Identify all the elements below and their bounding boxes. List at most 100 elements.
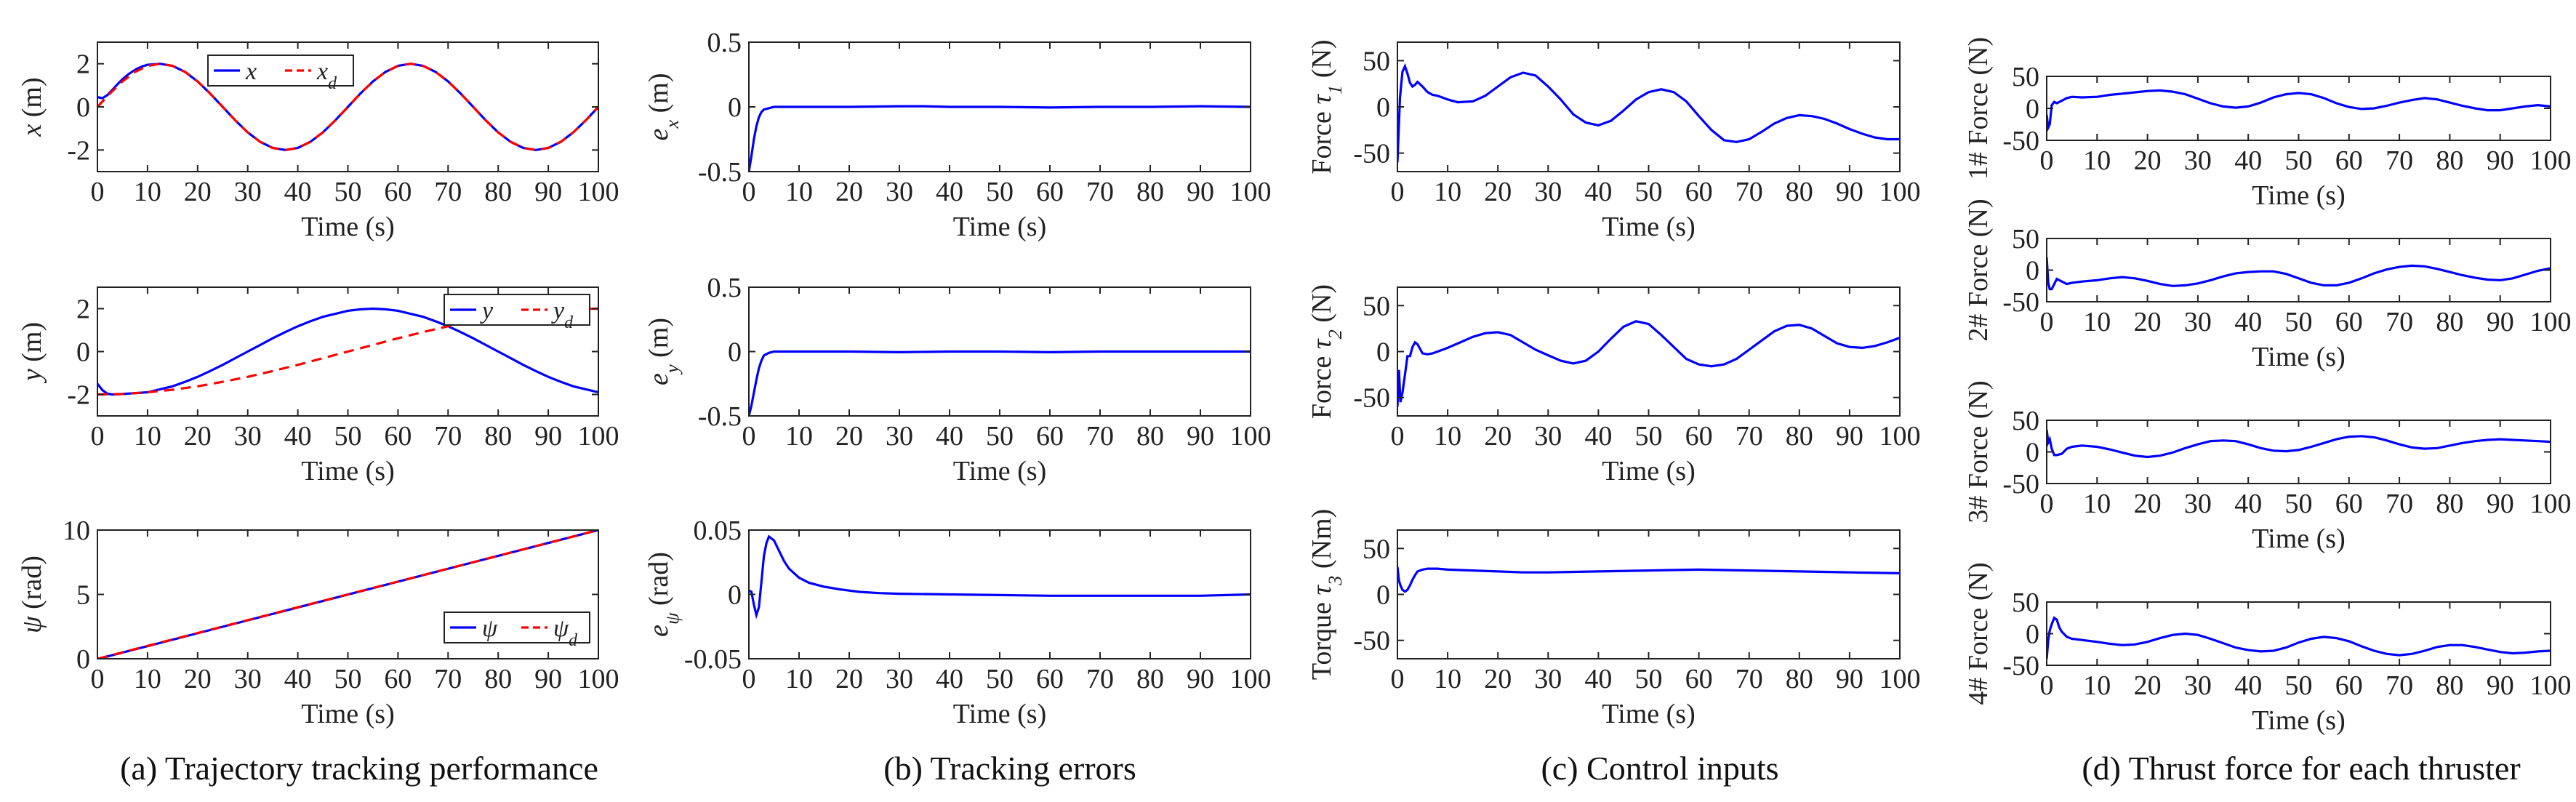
x-tick-label: 80 bbox=[2436, 670, 2463, 701]
x-tick-label: 20 bbox=[835, 664, 863, 694]
label-part: y bbox=[551, 297, 565, 324]
label-part: x bbox=[17, 124, 47, 137]
label-part: τ bbox=[1307, 94, 1337, 105]
series-a3-1 bbox=[97, 530, 598, 659]
x-tick-label: 80 bbox=[2436, 145, 2463, 176]
y-axis-label: y (m) bbox=[17, 322, 47, 384]
x-axis-label: Time (s) bbox=[953, 699, 1046, 729]
y-tick-label: -50 bbox=[1353, 383, 1390, 414]
x-tick-label: 10 bbox=[1434, 421, 1461, 452]
x-tick-label: 60 bbox=[2335, 489, 2363, 519]
x-tick-label: 90 bbox=[534, 177, 562, 207]
legend: y yd bbox=[444, 294, 590, 332]
x-tick-label: 100 bbox=[2530, 307, 2572, 337]
y-tick-label: 50 bbox=[2012, 62, 2039, 92]
series-d2-0 bbox=[2047, 257, 2551, 291]
x-tick-label: 80 bbox=[484, 664, 512, 694]
x-tick-label: 30 bbox=[234, 664, 262, 694]
x-tick-label: 30 bbox=[2184, 145, 2212, 176]
x-tick-label: 50 bbox=[334, 421, 362, 452]
x-tick-label: 50 bbox=[2285, 307, 2313, 337]
x-tick-label: 0 bbox=[2040, 670, 2054, 701]
x-tick-label: 90 bbox=[2487, 145, 2514, 176]
y-axis-label: 4# Force (N) bbox=[1963, 562, 1994, 705]
label-part: τ bbox=[1307, 338, 1337, 349]
label-part: e bbox=[643, 373, 674, 385]
x-tick-label: 20 bbox=[835, 421, 863, 452]
y-tick-label: -50 bbox=[2002, 651, 2039, 681]
x-tick-label: 50 bbox=[1635, 664, 1663, 694]
axes-box bbox=[2046, 238, 2551, 302]
label-part: y bbox=[661, 364, 683, 375]
x-tick-label: 20 bbox=[835, 177, 863, 207]
x-tick-label: 20 bbox=[2134, 670, 2162, 701]
x-tick-label: 30 bbox=[886, 421, 913, 452]
x-tick-label: 0 bbox=[2040, 489, 2054, 519]
x-tick-label: 40 bbox=[2234, 670, 2262, 701]
y-tick-label: 50 bbox=[1363, 46, 1390, 76]
x-tick-label: 20 bbox=[2134, 307, 2162, 337]
x-tick-label: 70 bbox=[2386, 489, 2413, 519]
label-part: ψ bbox=[482, 615, 498, 642]
x-axis-label: Time (s) bbox=[2252, 180, 2345, 211]
x-tick-label: 60 bbox=[384, 177, 412, 207]
legend-entry: ψ bbox=[482, 615, 498, 642]
y-axis-label: x (m) bbox=[17, 77, 47, 137]
caption-a: (a) Trajectory tracking performance bbox=[120, 750, 598, 787]
x-axis-label: Time (s) bbox=[2252, 342, 2345, 372]
x-tick-label: 100 bbox=[578, 177, 619, 207]
y-axis-label: ψ (rad) bbox=[17, 556, 47, 633]
y-tick-label: 0 bbox=[728, 337, 742, 368]
y-tick-label: -0.05 bbox=[684, 644, 742, 675]
x-tick-label: 50 bbox=[986, 421, 1014, 452]
x-tick-label: 60 bbox=[1036, 421, 1064, 452]
legend-entry: y bbox=[480, 297, 494, 324]
x-tick-label: 100 bbox=[1230, 177, 1272, 207]
x-tick-label: 70 bbox=[434, 421, 462, 452]
legend-entry: yd bbox=[551, 297, 573, 332]
x-tick-label: 10 bbox=[2083, 489, 2111, 519]
x-tick-label: 50 bbox=[1635, 177, 1663, 207]
x-tick-label: 90 bbox=[2487, 489, 2514, 519]
x-tick-label: 70 bbox=[2386, 670, 2413, 701]
x-tick-label: 10 bbox=[1434, 664, 1461, 694]
y-tick-label: 0 bbox=[76, 92, 90, 123]
x-tick-label: 70 bbox=[1086, 177, 1114, 207]
x-tick-label: 60 bbox=[2335, 307, 2363, 337]
label-part: d bbox=[569, 631, 577, 650]
y-tick-label: 10 bbox=[63, 516, 90, 546]
y-axis-label: Force τ2 (N) bbox=[1307, 284, 1346, 419]
x-tick-label: 100 bbox=[578, 421, 619, 452]
x-tick-label: 100 bbox=[1879, 177, 1921, 207]
label-part: (N) bbox=[1307, 39, 1337, 84]
x-tick-label: 40 bbox=[936, 664, 963, 694]
x-tick-label: 40 bbox=[284, 177, 312, 207]
x-tick-label: 100 bbox=[2530, 489, 2572, 519]
x-tick-label: 90 bbox=[534, 664, 562, 694]
y-tick-label: 0 bbox=[728, 580, 742, 611]
x-tick-label: 90 bbox=[534, 421, 562, 452]
y-tick-label: 5 bbox=[76, 580, 90, 611]
legend-entry: xd bbox=[316, 58, 337, 93]
legend: x xd bbox=[207, 55, 354, 93]
x-tick-label: 80 bbox=[1786, 421, 1813, 452]
y-axis-label: 2# Force (N) bbox=[1963, 199, 1994, 341]
x-tick-label: 80 bbox=[1786, 664, 1813, 694]
y-axis-label: 3# Force (N) bbox=[1963, 380, 1994, 523]
x-axis-label: Time (s) bbox=[1602, 699, 1695, 729]
label-part: ψ bbox=[661, 612, 683, 625]
series-d3-0 bbox=[2047, 429, 2551, 459]
x-tick-label: 30 bbox=[2184, 489, 2212, 519]
label-part: (m) bbox=[643, 73, 674, 119]
x-tick-label: 70 bbox=[1086, 664, 1114, 694]
x-tick-label: 100 bbox=[1230, 421, 1272, 452]
x-tick-label: 40 bbox=[1584, 177, 1612, 207]
y-tick-label: -50 bbox=[1353, 139, 1390, 169]
label-part: y bbox=[17, 369, 47, 384]
series-c2-0 bbox=[1397, 320, 1900, 407]
x-tick-label: 60 bbox=[2335, 145, 2363, 176]
label-part: y bbox=[480, 297, 494, 324]
x-tick-label: 100 bbox=[578, 664, 619, 694]
label-part: (rad) bbox=[643, 552, 674, 612]
